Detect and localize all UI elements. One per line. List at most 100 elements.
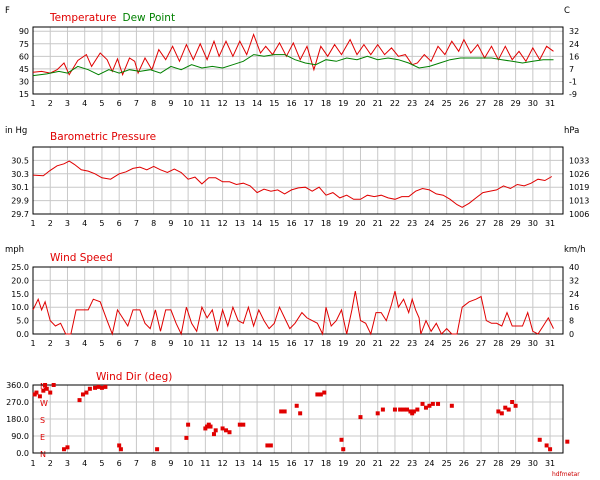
wind-dir-point	[184, 435, 189, 440]
wind-dir-y-tick-left: 270.0	[6, 398, 29, 407]
pressure-series-line	[32, 160, 553, 208]
wind-dir-compass-label: E	[40, 433, 45, 442]
wind-dir-point	[103, 384, 108, 389]
pressure-x-tick: 24	[424, 219, 434, 228]
pressure-title: Barometric Pressure	[50, 131, 156, 143]
wind-dir-point	[208, 424, 213, 429]
temperature-title: Temperature Dew Point	[49, 12, 175, 24]
wind-speed-x-tick: 27	[476, 339, 486, 348]
wind-dir-x-tick: 20	[355, 459, 365, 468]
wind-dir-point	[241, 422, 246, 427]
pressure-y-tick-left: 30.1	[11, 183, 29, 192]
wind-dir-point	[80, 392, 85, 397]
wind-dir-point	[411, 409, 416, 414]
pressure-x-tick: 11	[200, 219, 210, 228]
temperature-x-tick: 14	[252, 99, 262, 108]
wind-speed-x-tick: 20	[355, 339, 365, 348]
pressure-y-tick-right: 1033	[569, 156, 589, 165]
temperature-title-part: Dew Point	[123, 12, 176, 24]
wind-speed-x-tick: 11	[200, 339, 210, 348]
wind-speed-y-tick-left: 5.0	[16, 317, 29, 326]
wind-speed-x-tick: 28	[493, 339, 503, 348]
wind-dir-x-tick: 14	[252, 459, 262, 468]
wind-speed-x-tick: 2	[48, 339, 53, 348]
temperature-x-tick: 2	[48, 99, 53, 108]
wind-dir-point	[380, 407, 385, 412]
wind-dir-point	[339, 437, 344, 442]
pressure-x-tick: 3	[65, 219, 70, 228]
wind-dir-point	[401, 407, 406, 412]
wind-speed-x-tick: 17	[304, 339, 314, 348]
wind-dir-point	[510, 400, 515, 404]
wind-speed-left-unit: mph	[5, 245, 24, 255]
wind-dir-point	[358, 415, 363, 420]
wind-speed-x-tick: 15	[269, 339, 279, 348]
temperature-x-tick: 18	[321, 99, 331, 108]
wind-dir-point	[77, 398, 82, 403]
wind-dir-x-tick: 8	[151, 459, 156, 468]
temperature-y-tick-left: 60	[19, 52, 29, 61]
wind-dir-y-tick-left: 90.0	[11, 432, 29, 441]
temperature-x-tick: 21	[373, 99, 383, 108]
wind-speed-x-tick: 31	[545, 339, 555, 348]
wind-dir-compass-label: S	[40, 416, 45, 425]
pressure-y-tick-right: 1026	[569, 170, 589, 179]
wind-speed-x-tick: 10	[183, 339, 193, 348]
wind-speed-x-tick: 5	[99, 339, 104, 348]
temperature-x-tick: 4	[82, 99, 87, 108]
pressure-y-tick-left: 30.3	[11, 170, 29, 179]
wind-dir-compass-label: W	[40, 399, 48, 408]
pressure-x-tick: 20	[355, 219, 365, 228]
wind-dir-point	[117, 443, 122, 448]
temperature-x-tick: 19	[338, 99, 348, 108]
pressure-y-tick-right: 1019	[569, 183, 589, 192]
wind-dir-point	[227, 430, 232, 435]
wind-dir-point	[537, 437, 542, 442]
wind-speed-y-tick-left: 15.0	[11, 290, 29, 299]
wind-speed-y-tick-right: 0	[569, 330, 574, 339]
temperature-title-part: Temperature	[49, 12, 117, 24]
wind-dir-point	[268, 443, 273, 448]
pressure-y-tick-left: 30.5	[11, 156, 29, 165]
pressure-x-tick: 6	[117, 219, 122, 228]
wind-dir-point	[506, 407, 511, 412]
pressure-right-unit: hPa	[564, 126, 579, 136]
wind-dir-point	[298, 411, 303, 416]
wind-dir-point	[213, 428, 218, 433]
wind-speed-y-tick-left: 20.0	[11, 276, 29, 285]
wind-dir-title: Wind Dir (deg)	[96, 371, 172, 383]
wind-dir-point	[51, 383, 56, 387]
wind-speed-x-tick: 25	[442, 339, 452, 348]
wind-dir-x-tick: 27	[476, 459, 486, 468]
temperature-x-tick: 28	[493, 99, 503, 108]
wind-dir-x-tick: 18	[321, 459, 331, 468]
wind-dir-x-tick: 2	[48, 459, 53, 468]
temperature-y-tick-right: 7	[569, 65, 574, 74]
temperature-x-tick: 5	[99, 99, 104, 108]
wind-dir-point	[93, 385, 98, 390]
wind-dir-point	[99, 385, 104, 390]
pressure-x-tick: 16	[286, 219, 296, 228]
pressure-x-tick: 15	[269, 219, 279, 228]
pressure-x-tick: 21	[373, 219, 383, 228]
wind-dir-x-tick: 3	[65, 459, 70, 468]
wind-dir-point	[398, 407, 403, 412]
pressure-x-tick: 26	[459, 219, 469, 228]
pressure-x-tick: 1	[30, 219, 35, 228]
wind-dir-point	[155, 447, 160, 452]
wind-dir-x-tick: 12	[217, 459, 227, 468]
pressure-x-tick: 27	[476, 219, 486, 228]
temperature-y-tick-left: 30	[19, 77, 29, 86]
wind-dir-point	[220, 426, 225, 431]
pressure-x-tick: 17	[304, 219, 314, 228]
wind-speed-x-tick: 6	[117, 339, 122, 348]
temperature-x-tick: 15	[269, 99, 279, 108]
wind-dir-x-tick: 23	[407, 459, 417, 468]
wind-speed-series-line	[32, 290, 554, 336]
wind-dir-point	[224, 428, 229, 433]
pressure-x-tick: 29	[511, 219, 521, 228]
wind-dir-point	[375, 411, 380, 416]
wind-speed-y-tick-right: 16	[569, 303, 579, 312]
wind-dir-x-tick: 9	[168, 459, 173, 468]
pressure-x-tick: 7	[134, 219, 139, 228]
